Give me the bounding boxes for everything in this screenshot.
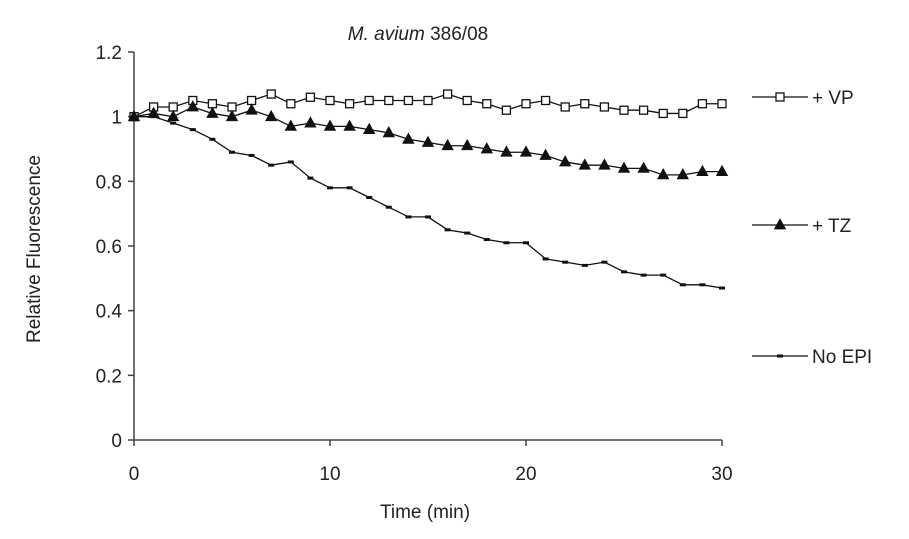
- series-no-epi: [131, 115, 725, 290]
- legend-item-tz: + TZ: [752, 216, 852, 237]
- chart-title-italic: M. avium: [348, 24, 425, 45]
- series-tz-point: [480, 142, 493, 154]
- series-tz-point: [245, 103, 258, 115]
- y-tick-label: 0.6: [96, 237, 122, 258]
- series-vp-point: [658, 108, 668, 119]
- series-vp-point: [286, 99, 296, 109]
- x-tick-label: 20: [515, 464, 536, 485]
- series-vp-point: [697, 99, 708, 109]
- series-vp-point: [168, 102, 178, 112]
- series-tz-point: [539, 148, 552, 160]
- series-tz-point: [421, 135, 435, 147]
- series-vp-point: [717, 99, 727, 109]
- series-tz-point: [617, 161, 631, 173]
- series-tz-point: [715, 164, 729, 177]
- series-tz-point: [559, 155, 572, 167]
- series-tz-point: [461, 138, 474, 151]
- series-tz-point: [657, 168, 670, 180]
- legend-label-no-epi: No EPI: [812, 347, 872, 368]
- y-axis-title: Relative Fluorescence: [24, 155, 45, 343]
- series-tz-point: [402, 132, 415, 144]
- y-ticks: 0 0.2 0.4 0.6 0.8 1 1.2: [96, 43, 134, 452]
- series-tz-point: [598, 158, 611, 170]
- series-vp-point: [580, 99, 590, 109]
- x-tick-label: 30: [711, 464, 732, 485]
- y-tick-label: 0.2: [96, 366, 122, 387]
- series-tz-point: [500, 145, 513, 157]
- chart-title: M. avium 386/08: [348, 24, 488, 45]
- series-tz-point: [382, 126, 395, 138]
- series-vp-point: [442, 89, 453, 99]
- series-vp: [129, 89, 727, 122]
- series-vp-point: [638, 105, 649, 115]
- legend-label-vp: + VP: [812, 88, 854, 109]
- series-vp-point: [678, 108, 688, 119]
- series-vp-point: [482, 99, 492, 109]
- x-ticks: 0 10 20 30: [129, 440, 733, 485]
- x-axis-title: Time (min): [380, 502, 470, 523]
- x-tick-label: 0: [129, 464, 140, 485]
- series-tz-point: [519, 145, 533, 157]
- y-tick-label: 0.8: [96, 172, 122, 193]
- legend-item-vp: + VP: [752, 88, 854, 109]
- series-vp-point: [344, 99, 355, 109]
- series-vp-point: [599, 102, 610, 112]
- legend-item-no-epi: No EPI: [752, 347, 872, 368]
- chart-title-rest: 386/08: [425, 24, 488, 45]
- series-tz-point: [323, 119, 337, 131]
- series-vp-point: [423, 95, 433, 106]
- series-tz-point: [265, 109, 278, 122]
- y-tick-label: 1: [111, 108, 122, 129]
- series-vp-point: [266, 89, 276, 99]
- series-layer: [127, 89, 729, 290]
- series-tz-point: [206, 106, 219, 118]
- series-tz-point: [284, 119, 297, 131]
- series-tz-point: [167, 109, 180, 122]
- legend-marker-tz: [773, 218, 787, 230]
- series-tz-point: [363, 122, 376, 135]
- series-tz: [127, 100, 729, 180]
- series-vp-point: [462, 95, 472, 106]
- series-vp-point: [305, 92, 316, 102]
- series-vp-point: [560, 102, 570, 112]
- series-tz-point: [304, 116, 317, 128]
- series-vp-point: [384, 95, 394, 106]
- series-tz-point: [225, 109, 239, 122]
- series-vp-point: [521, 99, 531, 109]
- series-tz-point: [441, 138, 454, 151]
- series-vp-point: [501, 105, 512, 115]
- y-tick-label: 1.2: [96, 43, 122, 64]
- y-tick-label: 0: [111, 431, 122, 452]
- series-tz-point: [343, 119, 356, 131]
- series-tz-point: [696, 164, 709, 177]
- series-tz-point: [186, 100, 199, 112]
- series-tz-point: [637, 161, 650, 173]
- series-vp-point: [403, 95, 414, 106]
- series-vp-point: [246, 95, 257, 106]
- y-tick-label: 0.4: [96, 302, 123, 323]
- series-vp-point: [227, 102, 237, 112]
- series-vp-point: [364, 95, 374, 106]
- series-tz-point: [578, 158, 591, 170]
- series-vp-point: [207, 99, 218, 109]
- series-vp-point: [325, 95, 335, 106]
- x-tick-label: 10: [319, 464, 340, 485]
- legend-marker-vp: [775, 92, 785, 102]
- series-vp-point: [540, 95, 551, 106]
- legend: + VP + TZ No EPI: [752, 88, 872, 368]
- series-tz-point: [676, 168, 689, 180]
- series-vp-point: [619, 105, 629, 115]
- legend-label-tz: + TZ: [812, 216, 852, 237]
